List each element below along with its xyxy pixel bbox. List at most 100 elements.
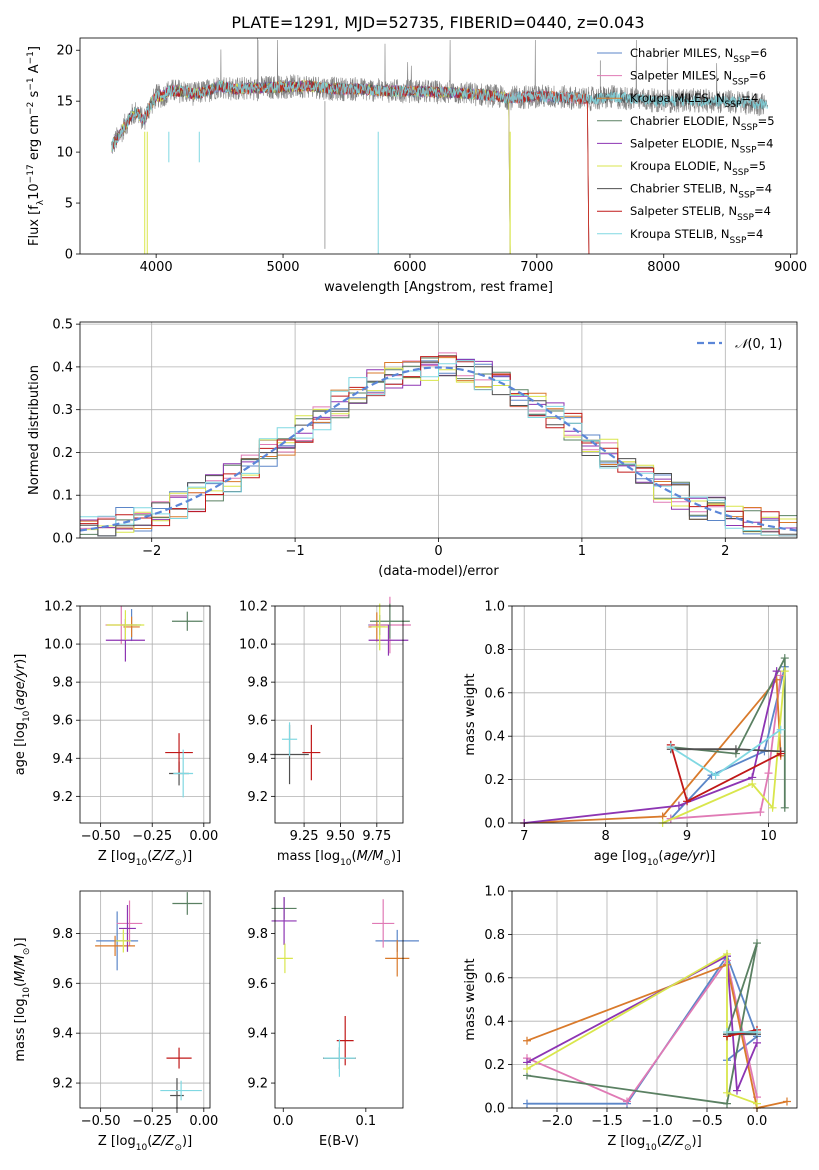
weight-point-marker <box>731 745 740 754</box>
y-tick-label: 9.6 <box>247 977 268 992</box>
y-tick-label: 0 <box>65 248 73 263</box>
y-tick-label: 0.6 <box>484 686 505 701</box>
weight-series-line <box>670 657 786 808</box>
x-tick-label: 0.0 <box>747 1114 768 1129</box>
y-tick-label: 0.0 <box>52 532 73 547</box>
legend-entry: Salpeter ELODIE, NSSP=4 <box>630 136 773 155</box>
weight-point-marker <box>776 725 785 734</box>
y-tick-label: 1.0 <box>484 600 505 615</box>
x-tick-label: −2.0 <box>541 1114 573 1129</box>
figure-title: PLATE=1291, MJD=52735, FIBERID=0440, z=0… <box>231 13 644 32</box>
y-tick-label: 0.2 <box>52 446 73 461</box>
x-tick-label: 9.25 <box>290 829 319 844</box>
weight-point-marker <box>776 671 785 680</box>
weight-point-marker <box>623 1097 631 1106</box>
weight-point-marker <box>768 803 777 812</box>
y-tick-label: 1.0 <box>484 885 505 900</box>
x-axis-label: age [log10(age/yr)] <box>594 849 716 868</box>
y-tick-label: 9.6 <box>52 977 73 992</box>
model-spectrum-line <box>111 80 590 255</box>
x-tick-label: 0.1 <box>355 1114 376 1129</box>
axes-frame <box>511 605 798 824</box>
y-tick-label: 0.8 <box>484 928 505 943</box>
x-tick-label: 1 <box>578 544 586 559</box>
legend: 𝒩(0, 1) <box>697 337 782 352</box>
weight-point-marker <box>523 1036 531 1045</box>
y-tick-label: 9.4 <box>247 1027 268 1042</box>
y-tick-label: 9.4 <box>52 752 73 767</box>
plot-area <box>523 939 791 1112</box>
y-tick-label: 20 <box>56 44 73 59</box>
x-axis-label: E(B-V) <box>319 1134 359 1149</box>
weight-series-line <box>526 952 758 1105</box>
y-tick-label: 15 <box>56 95 73 110</box>
x-tick-label: 0.00 <box>189 829 218 844</box>
weight-series-line <box>670 675 782 820</box>
model-spectrum-line <box>111 80 590 255</box>
x-tick-label: −1.5 <box>591 1114 623 1129</box>
weight-series-line <box>524 670 778 824</box>
plot-area <box>271 897 419 1077</box>
legend-entry: Chabrier STELIB, NSSP=4 <box>630 182 772 201</box>
y-tick-label: 0.8 <box>484 643 505 658</box>
x-tick-label: 0.0 <box>273 1114 294 1129</box>
weight-point-marker <box>780 654 789 663</box>
weight-series-line <box>670 666 786 820</box>
y-tick-label: 0.4 <box>484 1015 505 1030</box>
plot-area <box>520 654 789 827</box>
axes: 0.0 0.1 9.2 9.4 9.6 9.8 E(B-V) <box>247 890 404 1149</box>
weight-point-marker <box>523 1064 531 1073</box>
y-tick-label: 9.4 <box>247 752 268 767</box>
plot-area <box>105 605 203 798</box>
mass-weight-vs-age-panel: 7 8 9 10 0.0 0.2 0.4 0.6 0.8 1.0 age [log10(age/yr… <box>463 600 798 868</box>
weight-point-marker <box>756 808 765 817</box>
x-tick-label: 6000 <box>393 260 426 275</box>
axes: 4000 5000 6000 7000 8000 9000 0 5 10 15 20 waveleng… <box>26 37 807 295</box>
weight-point-marker <box>723 949 731 958</box>
weight-point-marker <box>748 779 757 788</box>
plot-area <box>79 352 798 537</box>
weight-point-marker <box>523 1099 531 1108</box>
axes: −0.50 −0.25 0.00 9.2 9.4 9.6 9.8 10.0 10.2 Z [log… <box>13 600 218 869</box>
weight-series-line <box>526 954 758 1091</box>
weight-point-marker <box>753 1038 761 1047</box>
axes: 7 8 9 10 0.0 0.2 0.4 0.6 0.8 1.0 age [log10(age/yr… <box>463 600 798 868</box>
legend: Chabrier MILES, NSSP=6 Salpeter MILES, NS… <box>597 46 775 246</box>
x-axis-label: wavelength [Angstrom, rest frame] <box>324 280 553 295</box>
weight-point-marker <box>776 749 785 758</box>
x-tick-label: 0 <box>434 544 442 559</box>
y-tick-label: 0.2 <box>484 1058 505 1073</box>
axes-frame <box>79 605 211 824</box>
y-tick-label: 9.8 <box>247 676 268 691</box>
residuals-panel: −2 −1 0 1 2 0.0 0.1 0.2 0.3 0.4 0.5 (data-model)/er… <box>27 318 798 579</box>
axes-frame <box>274 890 404 1109</box>
y-axis-label: age [log10(age/yr)] <box>13 654 32 776</box>
weight-point-marker <box>723 1099 731 1108</box>
weight-series-line <box>526 963 788 1110</box>
weight-point-marker <box>711 771 720 780</box>
y-tick-label: 0.3 <box>52 403 73 418</box>
x-axis-label: Z [log10(Z/Z⊙)] <box>607 1134 701 1153</box>
x-tick-label: 5000 <box>266 260 299 275</box>
axes: −2.0 −1.5 −1.0 −0.5 0.0 0.0 0.2 0.4 0.6 0.8 1.0 Z [… <box>463 885 798 1153</box>
weight-series-line <box>524 677 782 824</box>
y-axis-label: mass [log10(M/M⊙)] <box>13 937 32 1061</box>
weight-point-marker <box>783 1097 791 1106</box>
y-tick-label: 10.2 <box>44 600 73 615</box>
weight-point-marker <box>753 1028 761 1037</box>
x-axis-label: Z [log10(Z/Z⊙)] <box>98 1134 192 1153</box>
legend-entry: Kroupa ELODIE, NSSP=5 <box>630 159 766 178</box>
model-spectrum-line <box>111 79 511 255</box>
normal-curve <box>79 366 798 532</box>
model-spectrum-line <box>111 79 511 255</box>
x-tick-label: −0.25 <box>132 1114 172 1129</box>
grid <box>512 890 797 1109</box>
model-spectrum-line <box>111 79 590 255</box>
legend-entry: Salpeter STELIB, NSSP=4 <box>630 204 771 223</box>
x-tick-label: 0.00 <box>189 1114 218 1129</box>
weight-point-marker <box>723 1088 731 1097</box>
weight-point-marker <box>733 1086 741 1095</box>
plot-area <box>111 38 768 255</box>
y-axis-label: Normed distribution <box>27 365 42 495</box>
axes: 9.25 9.50 9.75 9.2 9.4 9.6 9.8 10.0 10.2 mass [lo… <box>239 600 404 868</box>
